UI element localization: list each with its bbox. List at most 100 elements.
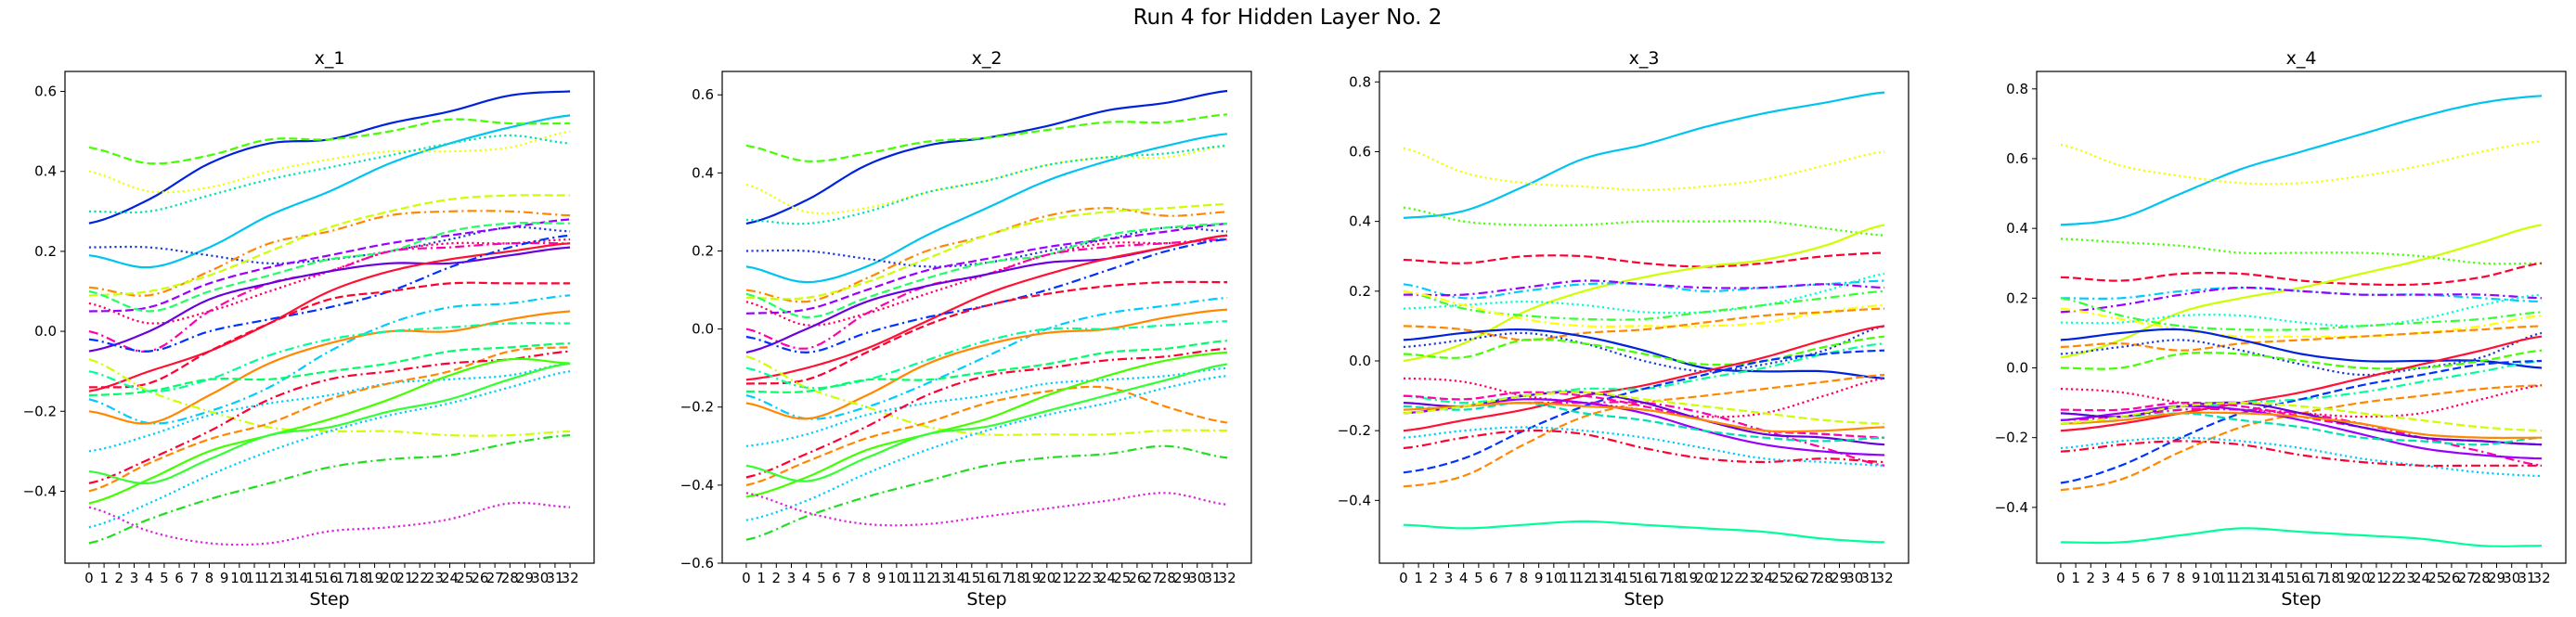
series-line-19 [88, 322, 571, 392]
series-line-20 [88, 358, 571, 437]
series-line-3 [1403, 206, 1885, 237]
series-line-13 [88, 246, 571, 353]
series-line-5 [745, 144, 1228, 225]
subplot-title: x_2 [972, 48, 1003, 69]
x-tick-label: 23 [1741, 570, 1758, 586]
x-tick-label: 16 [2292, 570, 2310, 586]
x-tick-label: 9 [877, 570, 887, 586]
x-tick-label: 30 [531, 570, 549, 586]
y-tick-label: 0.0 [2006, 360, 2028, 377]
x-tick-label: 7 [1504, 570, 1513, 586]
x-axis-label: Step [1624, 589, 1663, 610]
x-tick-label: 5 [160, 570, 169, 586]
series-line-2 [2060, 140, 2543, 186]
series-line-12 [1403, 328, 1885, 379]
x-tick-label: 31 [546, 570, 563, 586]
series-line-2 [88, 114, 571, 269]
x-tick-label: 5 [1474, 570, 1483, 586]
x-tick-label: 20 [1038, 570, 1055, 586]
x-tick-label: 27 [1801, 570, 1819, 586]
x-tick-label: 19 [2337, 570, 2355, 586]
x-tick-label: 16 [977, 570, 995, 586]
x-tick-label: 15 [1620, 570, 1638, 586]
series-line-22 [2060, 405, 2543, 460]
series-line-2 [745, 133, 1228, 284]
x-tick-label: 32 [2533, 570, 2551, 586]
y-tick-label: −0.2 [1338, 422, 1371, 439]
series-line-28 [745, 444, 1228, 541]
series-line-11 [745, 222, 1228, 319]
x-tick-label: 32 [562, 570, 579, 586]
series-line-25 [1403, 402, 1885, 433]
x-tick-label: 19 [1023, 570, 1041, 586]
x-tick-label: 24 [1755, 570, 1773, 586]
series-line-24 [1403, 402, 1885, 443]
x-tick-label: 8 [862, 570, 872, 586]
x-tick-label: 9 [2192, 570, 2201, 586]
series-line-4 [1403, 251, 1885, 268]
x-tick-label: 26 [1785, 570, 1803, 586]
series-line-18 [745, 308, 1228, 420]
x-tick-label: 15 [305, 570, 323, 586]
y-tick-label: 0.0 [34, 323, 57, 340]
x-tick-label: 7 [189, 570, 199, 586]
x-tick-label: 11 [245, 570, 263, 586]
x-tick-label: 4 [1459, 570, 1469, 586]
series-line-22 [88, 341, 571, 397]
x-tick-label: 13 [2247, 570, 2265, 586]
series-line-25 [2060, 411, 2543, 440]
series-line-15 [88, 234, 571, 353]
x-tick-label: 8 [2177, 570, 2186, 586]
x-tick-label: 10 [2202, 570, 2220, 586]
x-tick-label: 14 [2262, 570, 2280, 586]
x-tick-label: 28 [2473, 570, 2491, 586]
x-tick-label: 29 [2488, 570, 2505, 586]
x-tick-label: 24 [1098, 570, 1116, 586]
subplot-title: x_4 [2286, 48, 2317, 69]
series-line-8 [1403, 272, 1885, 315]
x-tick-label: 32 [1219, 570, 1236, 586]
x-tick-label: 16 [1635, 570, 1652, 586]
subplot-x_3: x_30 1 2 3 4 5 6 7 8 9 101112131415161718192021222… [1338, 48, 1909, 610]
x-axis-label: Step [966, 589, 1006, 610]
series-line-15 [2060, 335, 2543, 432]
x-tick-label: 31 [1860, 570, 1878, 586]
x-tick-label: 11 [1560, 570, 1577, 586]
x-tick-label: 18 [1008, 570, 1026, 586]
y-tick-label: −0.2 [1995, 430, 2028, 446]
y-tick-label: 0.0 [692, 321, 714, 338]
x-tick-label: 1 [757, 570, 766, 586]
x-tick-label: 21 [1053, 570, 1070, 586]
x-tick-label: 9 [220, 570, 229, 586]
series-line-25 [88, 357, 571, 505]
series-line-14 [2060, 349, 2543, 370]
x-tick-label: 7 [847, 570, 856, 586]
subplot-title: x_3 [1629, 48, 1660, 69]
x-tick-label: 31 [2518, 570, 2535, 586]
x-tick-label: 0 [2056, 570, 2065, 586]
series-line-7 [745, 207, 1228, 303]
y-tick-label: 0.4 [692, 164, 714, 181]
x-tick-label: 29 [1173, 570, 1191, 586]
x-tick-label: 3 [787, 570, 796, 586]
series-lines [745, 89, 1228, 541]
subplot-title: x_1 [315, 48, 345, 69]
y-tick-label: −0.2 [680, 399, 714, 416]
series-line-9 [745, 222, 1228, 315]
x-tick-label: 3 [1444, 570, 1454, 586]
series-line-21 [88, 362, 571, 453]
series-line-17 [1403, 349, 1885, 474]
x-tick-label: 21 [1710, 570, 1728, 586]
series-line-14 [1403, 335, 1885, 366]
x-tick-label: 29 [1831, 570, 1848, 586]
x-tick-label: 28 [1816, 570, 1833, 586]
subplot-x_4: x_40 1 2 3 4 5 6 7 8 9 101112131415161718192021222… [1995, 48, 2567, 610]
x-tick-label: 16 [320, 570, 338, 586]
x-tick-label: 14 [1605, 570, 1623, 586]
series-line-16 [745, 280, 1228, 385]
y-tick-label: 0.4 [34, 163, 57, 180]
x-tick-label: 25 [1113, 570, 1131, 586]
y-tick-label: 0.6 [2006, 150, 2028, 167]
x-tick-label: 30 [2503, 570, 2520, 586]
